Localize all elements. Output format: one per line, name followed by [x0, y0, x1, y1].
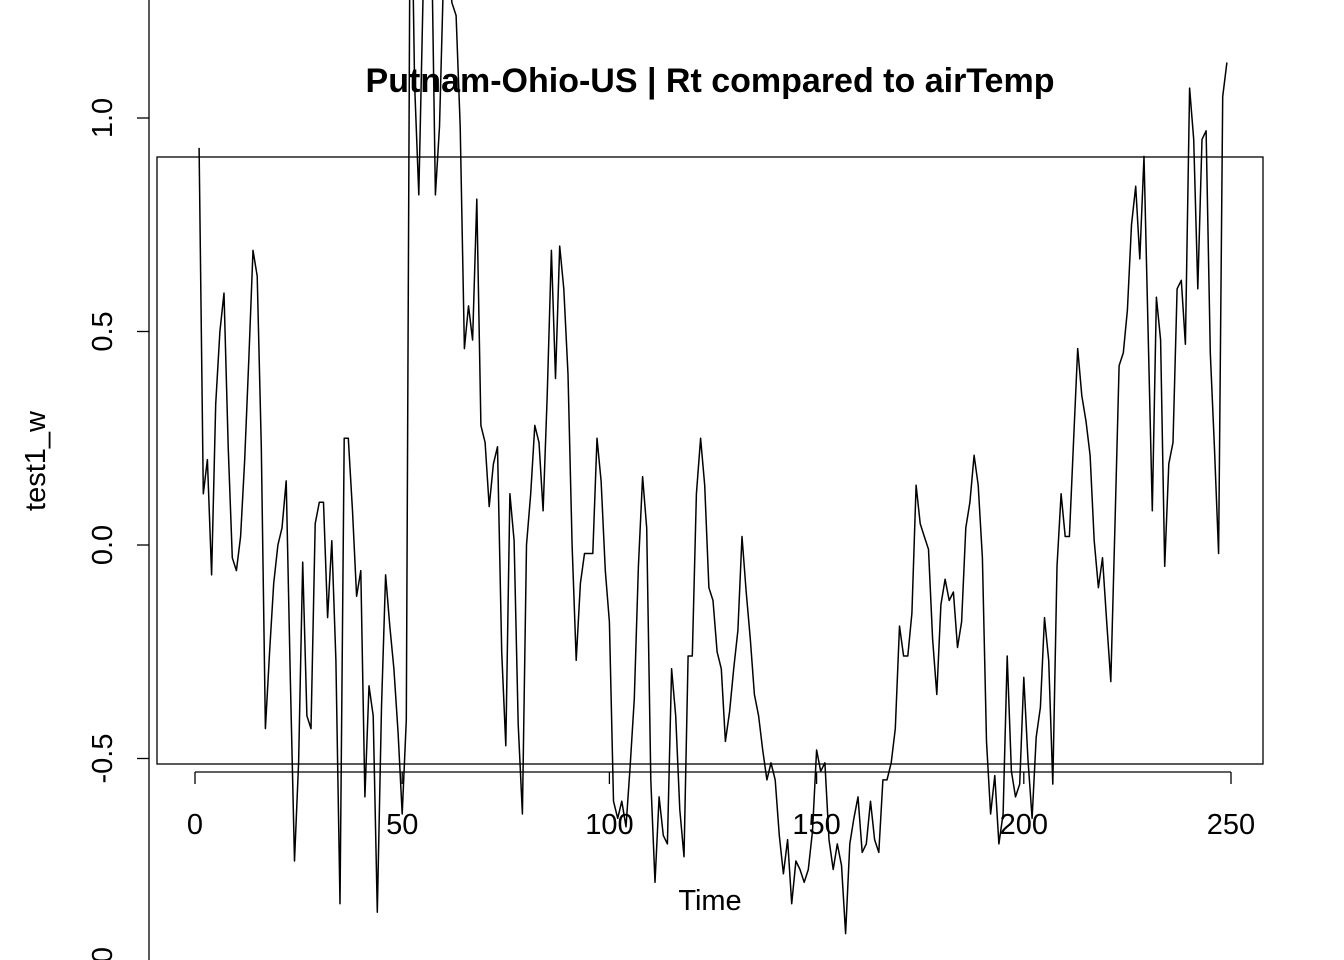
y-tick-label: -1.0	[87, 947, 119, 960]
y-tick-label: 1.0	[87, 98, 119, 138]
series-line	[198, 0, 1228, 935]
y-tick-label: 0.5	[87, 311, 119, 351]
x-axis-label: Time	[678, 885, 741, 917]
y-axis: -1.0-0.50.00.51.01.5	[87, 0, 150, 960]
y-axis-label: test1_w	[20, 410, 52, 511]
x-tick-label: 150	[792, 809, 840, 841]
x-tick-label: 200	[1000, 809, 1048, 841]
chart-title: Putnam-Ohio-US | Rt compared to airTemp	[366, 62, 1055, 100]
x-tick-label: 250	[1207, 809, 1255, 841]
y-tick-label: 0.0	[87, 525, 119, 565]
x-axis: 0 50 100 150 200 250	[187, 771, 1255, 841]
x-tick-label: 0	[187, 809, 203, 841]
y-tick-label: -0.5	[87, 734, 119, 784]
plot-area-frame	[156, 156, 1264, 765]
